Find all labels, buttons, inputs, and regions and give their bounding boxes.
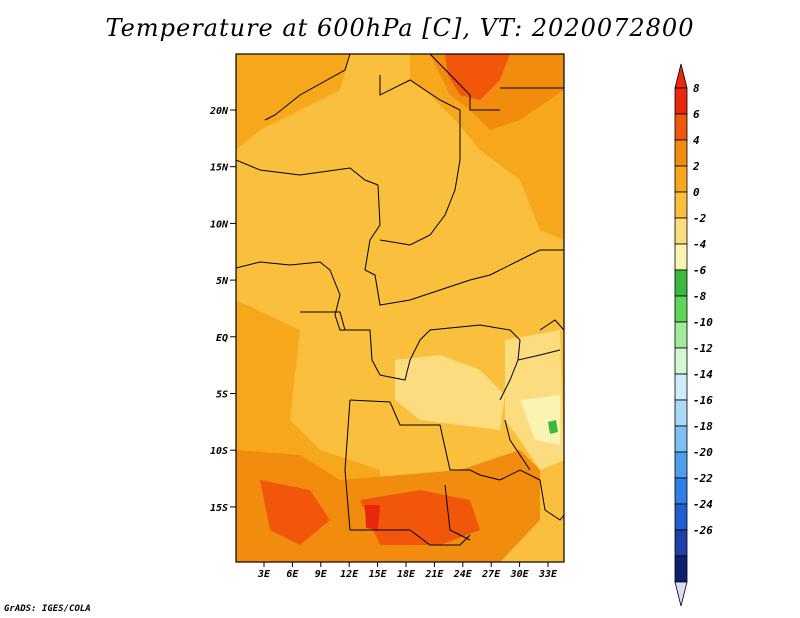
colorbar-label: -12 [693,342,713,355]
colorbar-label: -2 [693,212,707,225]
colorbar-segment [674,113,688,141]
lon-tick-label: 27E [481,569,501,580]
lon-tick-label: 9E [315,569,328,580]
colorbar-segment [674,477,688,505]
colorbar-segment [674,165,688,193]
colorbar-segment [674,139,688,167]
colorbar-label: -16 [693,394,713,407]
chart-title: Temperature at 600hPa [C], VT: 202007280… [105,14,695,42]
colorbar-segment [674,373,688,401]
colorbar-label: -14 [693,368,713,381]
lat-tick-label: 15N [210,163,229,174]
colorbar-label: -8 [693,290,707,303]
colorbar-segment [674,269,688,297]
colorbar-label: -6 [693,264,707,277]
colorbar-segment [674,399,688,427]
colorbar-segment [674,425,688,453]
lat-tick-label: 5S [216,390,228,401]
colorbar: 8 6 4 2 0 -2 -4 -6 -8 -10 -12 -14 -16 -18 -20 -22 -24 -26 [674,63,713,607]
colorbar-label: 4 [693,134,700,147]
colorbar-label: 8 [693,82,700,95]
lat-tick-label: 10N [210,219,229,230]
colorbar-bottom-arrow [674,581,688,607]
colorbar-segment [674,191,688,219]
lon-tick-label: 24E [453,569,473,580]
colorbar-label: -10 [693,316,713,329]
lon-tick-label: 18E [397,569,416,580]
colorbar-label: 2 [692,160,700,173]
lat-tick-label: 10S [210,446,228,457]
colorbar-segment [674,503,688,531]
lon-tick-label: 30E [510,569,530,580]
lon-tick-label: 21E [424,569,444,580]
colorbar-label: -22 [693,472,713,485]
lon-tick-label: 12E [340,569,359,580]
lon-tick-label: 6E [286,569,299,580]
lon-tick-label: 33E [538,569,558,580]
map-frame [235,53,565,563]
colorbar-label: -4 [693,238,707,251]
colorbar-label: -18 [693,420,713,433]
colorbar-label: 6 [693,108,700,121]
lat-tick-label: 5N [216,276,229,287]
colorbar-segment [674,321,688,349]
colorbar-segment [674,347,688,375]
colorbar-label: -26 [693,524,713,537]
colorbar-segment [674,555,688,583]
lat-tick-label: EQ [216,333,228,344]
colorbar-segment [674,451,688,479]
colorbar-label: -20 [693,446,713,459]
colorbar-label: 0 [693,186,700,199]
colorbar-segment [674,243,688,271]
lon-tick-label: 15E [369,569,388,580]
software-credit: GrADS: IGES/COLA [4,604,91,614]
temperature-field [236,54,564,562]
lon-tick-label: 3E [257,569,271,580]
colorbar-top-arrow [674,63,688,89]
colorbar-segment [674,87,688,115]
colorbar-segment [674,217,688,245]
colorbar-segment [674,529,688,557]
lon-axis: 3E 6E 9E 12E 15E 18E 21E 24E 27E 30E 33E [257,562,558,580]
country-borders [236,54,564,546]
lat-tick-label: 20N [209,106,229,117]
colorbar-label: -24 [693,498,713,511]
colorbar-segment [674,295,688,323]
lat-tick-label: 15S [210,503,228,514]
lat-axis: 20N 15N 10N 5N EQ 5S 10S 15S [209,106,236,514]
